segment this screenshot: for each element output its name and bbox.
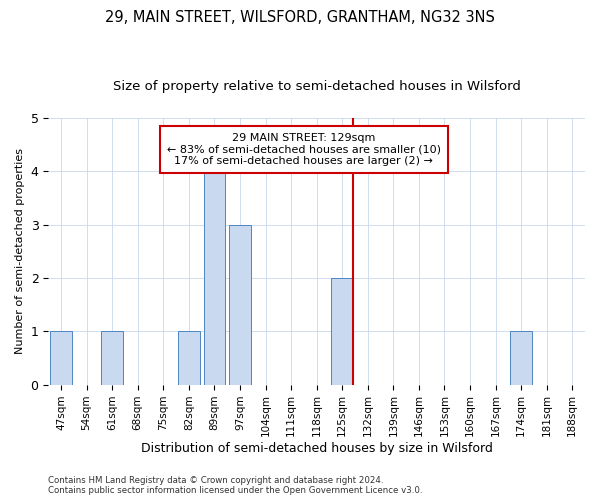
Bar [510, 331, 532, 384]
Bar [50, 331, 72, 384]
Bar [101, 331, 123, 384]
Text: Contains HM Land Registry data © Crown copyright and database right 2024.
Contai: Contains HM Land Registry data © Crown c… [48, 476, 422, 495]
Y-axis label: Number of semi-detached properties: Number of semi-detached properties [15, 148, 25, 354]
X-axis label: Distribution of semi-detached houses by size in Wilsford: Distribution of semi-detached houses by … [141, 442, 493, 455]
Text: 29 MAIN STREET: 129sqm
← 83% of semi-detached houses are smaller (10)
17% of sem: 29 MAIN STREET: 129sqm ← 83% of semi-det… [167, 132, 441, 166]
Title: Size of property relative to semi-detached houses in Wilsford: Size of property relative to semi-detach… [113, 80, 521, 93]
Bar [203, 171, 225, 384]
Bar [331, 278, 353, 384]
Bar [178, 331, 200, 384]
Bar [229, 224, 251, 384]
Text: 29, MAIN STREET, WILSFORD, GRANTHAM, NG32 3NS: 29, MAIN STREET, WILSFORD, GRANTHAM, NG3… [105, 10, 495, 25]
